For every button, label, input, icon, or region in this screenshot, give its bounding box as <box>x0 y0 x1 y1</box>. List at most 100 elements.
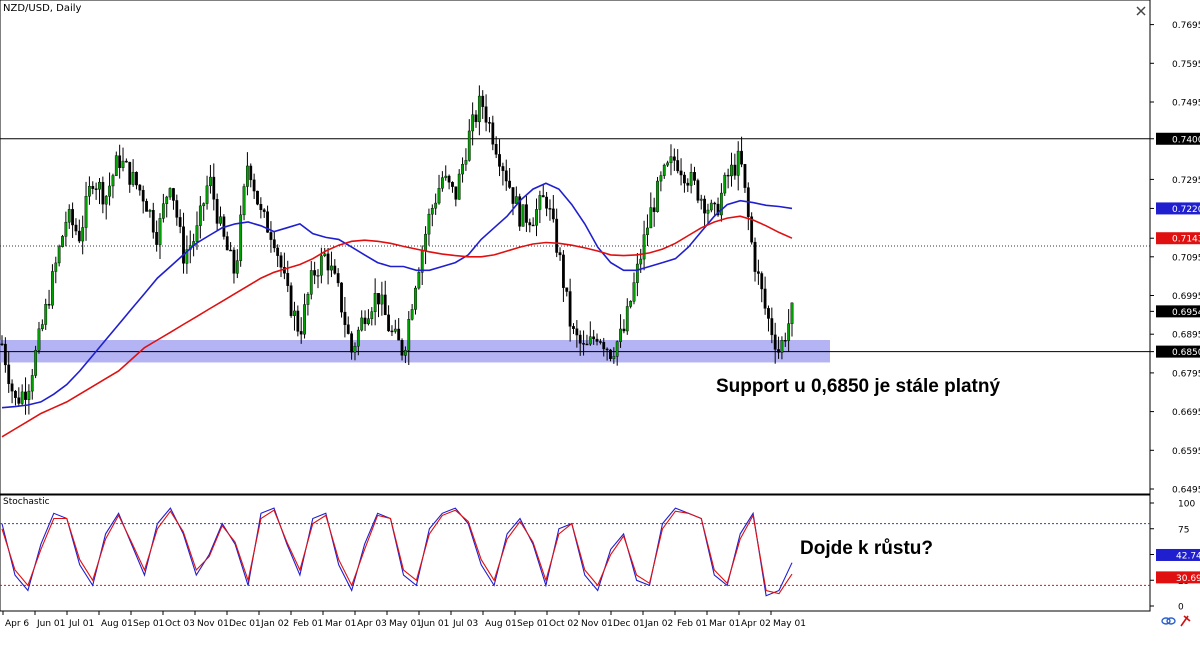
candle-body <box>424 233 427 251</box>
candle-body <box>525 204 528 223</box>
candle-body <box>350 333 354 353</box>
candle-body <box>514 196 518 204</box>
close-x-icon[interactable] <box>1136 6 1146 16</box>
time-tick-label: Apr 02 <box>741 619 771 629</box>
candle-body <box>646 227 649 235</box>
time-tick-label: Aug 01 <box>485 619 517 629</box>
time-tick-label: Dec 01 <box>613 619 645 629</box>
candle-body <box>91 186 95 189</box>
candle-body <box>444 175 448 178</box>
candle-body <box>400 340 404 356</box>
candle-body <box>467 130 471 161</box>
candle-body <box>545 196 548 209</box>
price-tick-label: 0.6895 <box>1172 331 1200 341</box>
price-tick-label: 0.7143 <box>1172 235 1200 245</box>
price-tick-label: 0.6795 <box>1172 369 1200 379</box>
candle-body <box>336 273 340 284</box>
candle-body <box>740 150 743 165</box>
candle-body <box>548 208 552 210</box>
candle-body <box>138 184 142 191</box>
candle-body <box>54 262 58 272</box>
support-annotation: Support u 0,6850 je stále platný <box>716 376 1000 397</box>
candle-body <box>209 176 212 187</box>
candle-body <box>40 324 44 330</box>
candle-body <box>777 349 780 353</box>
candle-body <box>763 288 767 309</box>
candle-body <box>440 177 444 189</box>
stochastic-tick-label: 0 <box>1178 603 1184 613</box>
moving-averages <box>1 182 793 438</box>
candle-body <box>598 341 602 343</box>
link-icon[interactable] <box>1161 617 1176 625</box>
time-tick-label: Apr 6 <box>5 619 29 629</box>
candle-body <box>108 185 111 197</box>
candle-body <box>558 252 562 256</box>
candle-body <box>720 192 723 216</box>
candle-body <box>592 336 596 340</box>
candle-body <box>10 383 14 392</box>
candle-body <box>182 226 185 264</box>
candle-body <box>538 195 542 210</box>
candle-body <box>118 155 122 168</box>
candle-body <box>363 317 367 325</box>
candle-body <box>17 397 21 404</box>
candle-body <box>790 302 794 324</box>
candle-body <box>296 310 300 332</box>
candle-body <box>356 329 360 347</box>
time-tick-label: Jul 03 <box>452 619 478 629</box>
candle-body <box>696 180 700 201</box>
candle-body <box>461 164 464 175</box>
candle-body <box>256 190 259 205</box>
time-tick-label: Nov 01 <box>581 619 613 629</box>
candle-body <box>145 200 148 212</box>
candle-body <box>387 314 390 332</box>
candle-body <box>286 273 290 286</box>
candle-body <box>128 161 132 185</box>
candle-body <box>726 174 730 177</box>
candle-body <box>165 196 169 204</box>
time-tick-label: Sep 01 <box>133 619 164 629</box>
question-annotation: Dojde k růstu? <box>800 538 933 559</box>
candle-body <box>551 208 555 220</box>
candle-body <box>787 323 791 341</box>
candle-body <box>669 156 673 164</box>
stochastic-panel-frame <box>0 494 1151 612</box>
price-label-box <box>1156 132 1200 145</box>
candle-body <box>340 282 343 313</box>
candle-body <box>404 350 407 356</box>
candle-body <box>430 208 434 215</box>
pin-icon[interactable] <box>1180 615 1191 627</box>
candle-body <box>474 114 478 123</box>
candle-body <box>111 175 115 187</box>
candle-body <box>313 270 317 276</box>
candle-body <box>158 218 162 245</box>
price-tick-label: 0.6695 <box>1172 408 1200 418</box>
candle-body <box>753 241 757 272</box>
candle-body <box>780 340 784 353</box>
candle-body <box>30 375 34 392</box>
chart-title: NZD/USD, Daily <box>3 3 82 14</box>
candle-body <box>736 150 740 176</box>
candle-body <box>202 203 206 207</box>
candle-body <box>215 199 219 224</box>
candle-body <box>689 172 693 186</box>
candle-body <box>693 172 696 181</box>
stochastic-value-box <box>1156 571 1200 584</box>
candle-body <box>585 343 589 346</box>
candle-body <box>88 186 91 197</box>
candle-body <box>420 250 424 273</box>
candle-body <box>316 275 320 277</box>
price-panel-frame <box>0 0 1151 495</box>
candle-body <box>481 95 485 107</box>
price-label-box <box>1156 345 1200 358</box>
candle-body <box>249 165 253 181</box>
candle-body <box>360 317 364 331</box>
candle-body <box>98 181 101 190</box>
candle-body <box>699 198 703 201</box>
